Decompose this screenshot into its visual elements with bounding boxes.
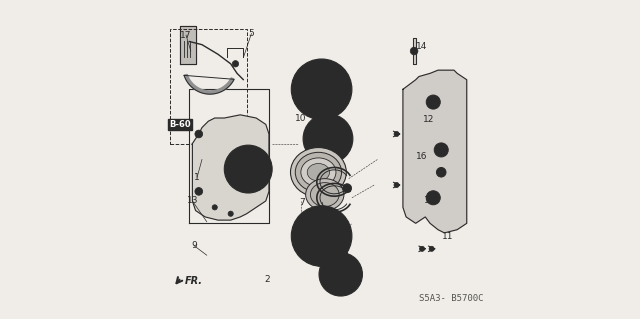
Polygon shape bbox=[403, 70, 467, 233]
Circle shape bbox=[306, 73, 337, 105]
Text: 15: 15 bbox=[424, 197, 436, 205]
Circle shape bbox=[420, 246, 424, 251]
Circle shape bbox=[301, 234, 305, 238]
Circle shape bbox=[246, 167, 251, 172]
Polygon shape bbox=[193, 115, 269, 220]
Circle shape bbox=[439, 170, 444, 175]
Text: 11: 11 bbox=[442, 232, 453, 241]
Text: B-60: B-60 bbox=[169, 120, 191, 129]
Text: 10: 10 bbox=[295, 114, 307, 122]
Circle shape bbox=[345, 186, 349, 190]
Circle shape bbox=[316, 84, 327, 95]
Text: 7: 7 bbox=[300, 198, 305, 207]
Text: 12: 12 bbox=[423, 115, 434, 124]
Circle shape bbox=[429, 99, 436, 106]
Circle shape bbox=[195, 130, 203, 138]
Circle shape bbox=[296, 64, 347, 115]
Circle shape bbox=[329, 103, 333, 107]
Text: 8: 8 bbox=[328, 120, 334, 129]
Text: 1: 1 bbox=[195, 173, 200, 182]
Circle shape bbox=[291, 206, 352, 266]
Circle shape bbox=[331, 265, 350, 284]
Circle shape bbox=[336, 270, 346, 279]
Circle shape bbox=[429, 246, 434, 251]
Circle shape bbox=[319, 253, 362, 296]
Circle shape bbox=[317, 128, 339, 150]
Ellipse shape bbox=[291, 147, 346, 197]
Polygon shape bbox=[413, 38, 416, 64]
Circle shape bbox=[394, 131, 399, 137]
Circle shape bbox=[306, 220, 337, 252]
Circle shape bbox=[329, 219, 333, 222]
Ellipse shape bbox=[301, 158, 336, 187]
Circle shape bbox=[240, 161, 256, 177]
Circle shape bbox=[426, 95, 440, 109]
Text: 16: 16 bbox=[417, 152, 428, 161]
Circle shape bbox=[195, 188, 203, 195]
Circle shape bbox=[230, 152, 266, 187]
Circle shape bbox=[318, 123, 323, 128]
Circle shape bbox=[338, 87, 342, 91]
Text: 4: 4 bbox=[338, 147, 344, 156]
Circle shape bbox=[426, 191, 440, 205]
Circle shape bbox=[394, 182, 399, 188]
Ellipse shape bbox=[310, 182, 339, 207]
Circle shape bbox=[438, 146, 445, 153]
Circle shape bbox=[322, 133, 333, 145]
Circle shape bbox=[228, 211, 233, 216]
Circle shape bbox=[351, 272, 355, 276]
Circle shape bbox=[342, 184, 351, 193]
Polygon shape bbox=[184, 74, 234, 94]
Circle shape bbox=[310, 103, 314, 107]
Circle shape bbox=[291, 59, 352, 120]
Polygon shape bbox=[180, 26, 196, 64]
Text: 14: 14 bbox=[417, 42, 428, 51]
Circle shape bbox=[232, 61, 239, 67]
Ellipse shape bbox=[295, 152, 342, 192]
Ellipse shape bbox=[307, 163, 330, 181]
Circle shape bbox=[329, 72, 333, 76]
Text: 3: 3 bbox=[338, 243, 344, 252]
Text: 6: 6 bbox=[333, 214, 339, 223]
Text: S5A3- B5700C: S5A3- B5700C bbox=[419, 294, 483, 303]
Circle shape bbox=[332, 261, 336, 265]
Circle shape bbox=[324, 258, 356, 290]
Circle shape bbox=[212, 205, 218, 210]
Circle shape bbox=[338, 234, 342, 238]
Circle shape bbox=[310, 219, 314, 222]
Circle shape bbox=[296, 211, 347, 262]
Text: 13: 13 bbox=[187, 197, 198, 205]
Ellipse shape bbox=[306, 179, 344, 211]
Circle shape bbox=[310, 72, 314, 76]
Text: FR.: FR. bbox=[184, 276, 202, 286]
Circle shape bbox=[301, 87, 305, 91]
Circle shape bbox=[303, 114, 353, 164]
Circle shape bbox=[316, 230, 327, 242]
Circle shape bbox=[434, 143, 448, 157]
Circle shape bbox=[332, 284, 336, 287]
Text: 17: 17 bbox=[180, 31, 192, 40]
Text: 5: 5 bbox=[248, 29, 254, 38]
Text: 9: 9 bbox=[191, 241, 197, 250]
Circle shape bbox=[341, 137, 346, 141]
Circle shape bbox=[224, 145, 272, 193]
Circle shape bbox=[429, 194, 436, 201]
Circle shape bbox=[410, 47, 418, 55]
Circle shape bbox=[340, 250, 348, 257]
Circle shape bbox=[310, 250, 314, 254]
Circle shape bbox=[436, 167, 446, 177]
Circle shape bbox=[309, 120, 347, 158]
Circle shape bbox=[329, 250, 333, 254]
Circle shape bbox=[318, 150, 323, 154]
Text: 2: 2 bbox=[264, 275, 270, 284]
